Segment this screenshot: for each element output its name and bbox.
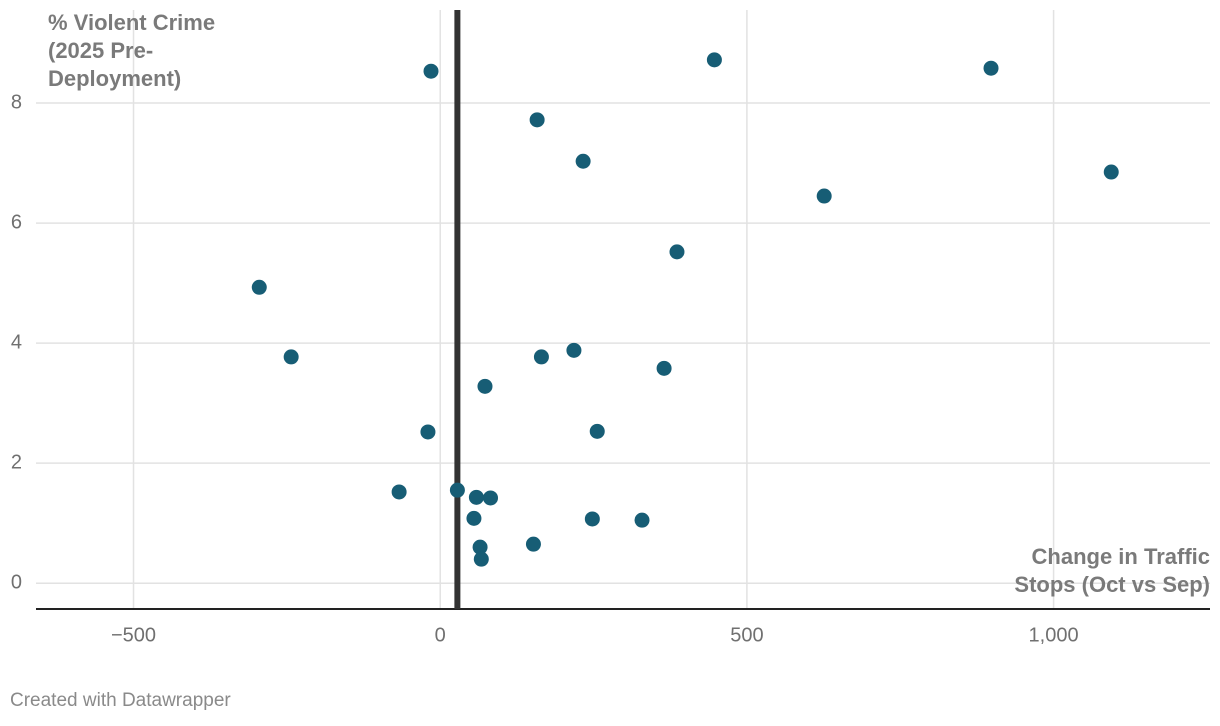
point — [251, 279, 267, 295]
point — [575, 153, 591, 169]
point — [566, 342, 582, 358]
x-tick-label: 500 — [730, 624, 763, 646]
point — [473, 551, 489, 567]
point — [525, 536, 541, 552]
y-tick-label: 4 — [11, 331, 22, 353]
point — [420, 424, 436, 440]
point — [1103, 164, 1119, 180]
point — [449, 482, 465, 498]
point — [468, 489, 484, 505]
point — [423, 63, 439, 79]
x-tick-label: 0 — [435, 624, 446, 646]
point — [656, 360, 672, 376]
x-tick-label: −500 — [111, 624, 156, 646]
point — [584, 511, 600, 527]
y-axis-title: % Violent Crime (2025 Pre-Deployment) — [48, 10, 216, 91]
x-axis-title: Change in Traffic Stops (Oct vs Sep) — [1014, 544, 1210, 597]
credit: Created with Datawrapper — [10, 690, 231, 711]
y-tick-label: 6 — [11, 211, 22, 233]
point — [816, 188, 832, 204]
point — [533, 349, 549, 365]
point — [529, 112, 545, 128]
point — [477, 378, 493, 394]
point — [483, 490, 499, 506]
y-tick-label: 2 — [11, 451, 22, 473]
y-tick-label: 8 — [11, 91, 22, 113]
point — [983, 60, 999, 76]
point — [634, 512, 650, 528]
point — [466, 510, 482, 526]
point — [391, 484, 407, 500]
point — [706, 52, 722, 68]
point — [669, 244, 685, 260]
point — [283, 349, 299, 365]
point — [589, 423, 605, 439]
x-tick-label: 1,000 — [1029, 624, 1079, 646]
y-tick-label: 0 — [11, 571, 22, 593]
point — [472, 539, 488, 555]
